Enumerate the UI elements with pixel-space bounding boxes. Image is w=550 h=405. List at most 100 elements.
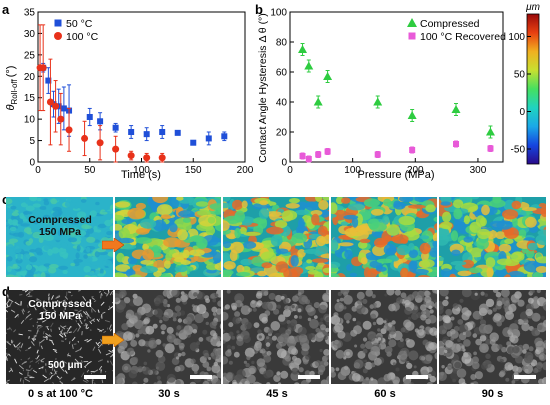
chart-a-xlabel: Time (s)	[121, 169, 161, 181]
chart-a-xtick-label-0: 0	[35, 165, 41, 176]
chart-a-ytick-label-5: 25	[24, 50, 36, 61]
chart-b-point-s0-7	[485, 125, 495, 139]
chart-b-point-s1-3	[324, 148, 331, 155]
panel-c-image-2	[223, 197, 331, 277]
chart-a-series	[36, 24, 228, 163]
chart-a-ytick-label-4: 20	[24, 72, 36, 83]
chart-a-point-s1-5	[65, 107, 73, 152]
chart-b-legend-item-1: 100 °C Recovered	[408, 31, 506, 43]
chart-a-xtick-label-3: 150	[185, 165, 202, 176]
time-label-2: 45 s	[266, 388, 288, 400]
chart-a-point-s0-12	[174, 129, 181, 136]
chart-a-point-s1-6	[81, 120, 89, 157]
chart-a-point-s1-7	[96, 125, 104, 161]
chart-a-point-s1-1	[39, 24, 47, 112]
chart-a-legend-label-0: 50 °C	[66, 18, 93, 30]
panel-d-label-line1: Compressed	[28, 298, 92, 310]
scale-bar-1	[190, 375, 212, 379]
chart-a-ylabel-unit: (°)	[5, 66, 17, 78]
chart-a-ytick-label-6: 30	[24, 29, 36, 40]
panel-letter-d: d	[2, 284, 10, 299]
scale-bar-2	[298, 375, 320, 379]
chart-b-series	[298, 43, 495, 163]
chart-b-legend-item-0: Compressed	[407, 18, 480, 30]
colorbar-unit: μm	[525, 2, 540, 13]
panel-d-image-0	[6, 290, 115, 384]
chart-a-xtick-label-4: 200	[237, 165, 254, 176]
time-label-3: 60 s	[374, 388, 396, 400]
chart-b-ytick-label-2: 40	[276, 98, 288, 109]
colorbar-tick-label-0: -50	[511, 145, 526, 156]
chart-a-ylabel: θRoll-off(°)	[5, 66, 19, 111]
chart-a-point-s1-3	[52, 80, 60, 133]
panel-letter-b: b	[255, 2, 263, 17]
chart-a-point-s0-13	[190, 139, 197, 146]
chart-b-point-s1-1	[305, 155, 312, 163]
chart-a-point-s0-6	[86, 107, 93, 127]
colorbar-tick-label-3: 100	[508, 32, 525, 43]
chart-a-legend-label-1: 100 °C	[66, 31, 99, 43]
scale-bar-3	[406, 375, 428, 379]
chart-b-point-s1-4	[374, 151, 381, 158]
chart-b-x-ticks: 0 100 200 300	[287, 158, 487, 176]
chart-a-ytick-label-2: 10	[24, 115, 36, 126]
colorbar: μm -50 0 50 100	[508, 2, 540, 165]
chart-a-point-s0-14	[205, 131, 212, 146]
chart-b-xtick-label-3: 300	[470, 165, 487, 176]
chart-b-point-s1-7	[487, 145, 494, 152]
panel-d-label: Compressed 150 MPa	[14, 298, 106, 322]
panel-c-image-4	[439, 197, 546, 277]
chart-b-point-s0-0	[298, 43, 308, 56]
panel-d-image-2	[223, 290, 331, 384]
colorbar-gradient	[526, 13, 540, 165]
chart-b-xtick-label-1: 100	[344, 165, 361, 176]
panel-d-arrow-icon	[102, 333, 124, 347]
panel-c-label-line1: Compressed	[28, 214, 92, 226]
colorbar-ticks: -50 0 50 100	[508, 32, 531, 156]
chart-b-point-s1-5	[409, 146, 416, 154]
panel-d-image-1	[115, 290, 223, 384]
time-label-1: 30 s	[158, 388, 180, 400]
chart-a-point-s0-4	[60, 86, 67, 131]
panel-c-image-1	[115, 197, 223, 277]
time-label-4: 90 s	[481, 388, 504, 400]
chart-a-point-s0-9	[128, 125, 135, 139]
chart-b-point-s0-4	[373, 95, 383, 109]
panel-d-scale-text: 500 μm	[48, 360, 83, 371]
chart-b-ytick-label-4: 80	[276, 38, 288, 49]
chart-a-point-s1-9	[127, 150, 135, 161]
chart-b-xtick-label-2: 200	[407, 165, 424, 176]
chart-a-ylabel-sub: Roll-off	[10, 79, 19, 105]
chart-b-point-s1-0	[299, 152, 306, 160]
chart-b-ytick-label-1: 20	[276, 128, 288, 139]
chart-a-point-s0-8	[112, 122, 119, 133]
chart-a-point-s1-8	[112, 135, 120, 163]
chart-b-xtick-label-0: 0	[287, 165, 293, 176]
chart-b-point-s0-2	[313, 95, 323, 109]
chart-a-point-s1-2	[46, 58, 54, 146]
panel-c-label-line2: 150 MPa	[38, 226, 82, 238]
chart-b-frame	[289, 11, 504, 163]
chart-b-point-s0-1	[304, 59, 314, 73]
chart-b-point-s1-6	[453, 140, 460, 148]
panel-c-label: Compressed 150 MPa	[14, 214, 106, 238]
scale-bar-0	[84, 375, 106, 379]
chart-a-ytick-label-7: 35	[24, 8, 36, 19]
chart-a-ytick-label-1: 5	[29, 136, 35, 147]
chart-a-point-s1-4	[57, 92, 65, 146]
chart-a-point-s1-10	[143, 152, 151, 163]
chart-a-point-s0-1	[45, 67, 52, 94]
panel-d-label-line2: 150 MPa	[38, 310, 82, 322]
chart-a-xtick-label-2: 100	[133, 165, 150, 176]
chart-b-ytick-label-0: 0	[281, 158, 287, 169]
chart-b-xlabel: Pressure (MPa)	[357, 169, 434, 181]
panel-c-arrow-icon	[102, 238, 124, 252]
chart-b-point-s1-2	[315, 151, 322, 158]
chart-b-y-ticks: 0 20 40 60 80 100	[270, 8, 294, 169]
panel-c-image-3	[331, 197, 439, 277]
chart-a-legend-item-1: 100 °C	[54, 31, 99, 43]
chart-a-ylabel-main: θ	[5, 104, 17, 110]
colorbar-tick-label-1: 0	[519, 107, 525, 118]
